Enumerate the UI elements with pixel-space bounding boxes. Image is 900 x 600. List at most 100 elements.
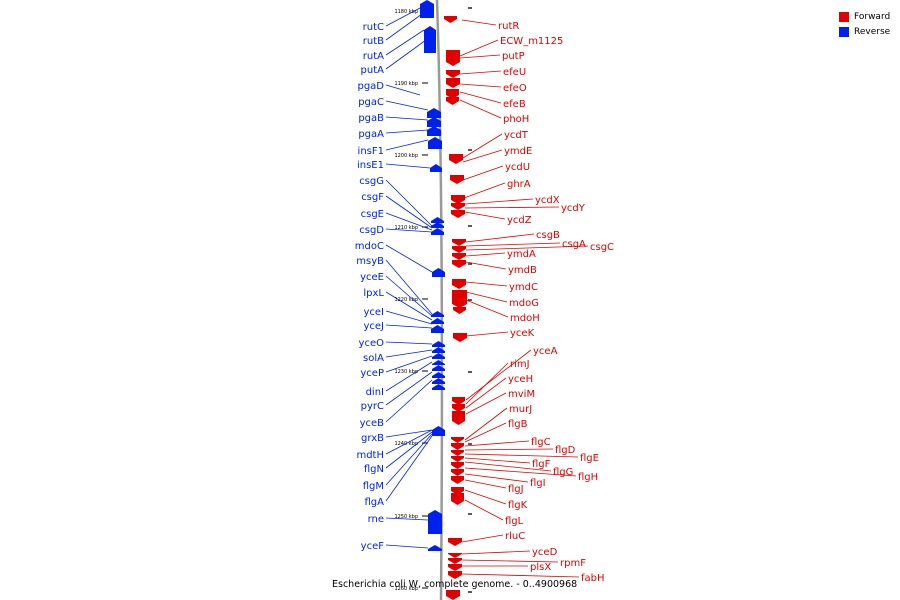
reverse-leader-line [385, 29, 425, 56]
forward-gene-feature [451, 476, 464, 484]
forward-gene-label: flgH [578, 472, 598, 483]
forward-leader-line [463, 182, 506, 199]
legend-label-reverse: Reverse [854, 26, 891, 37]
reverse-leader-line [385, 435, 433, 502]
forward-leader-line [459, 91, 502, 104]
reverse-gene-label: yceP [360, 368, 384, 379]
reverse-gene-label: solA [363, 353, 384, 364]
forward-gene-feature [452, 239, 466, 246]
forward-gene-label: ymdC [509, 282, 538, 293]
forward-leader-line [465, 261, 507, 270]
reverse-leader-line [385, 275, 433, 317]
forward-gene-label: csgA [562, 239, 586, 250]
forward-gene-label: flgK [508, 500, 528, 511]
legend-item-forward: Forward [839, 9, 890, 24]
forward-leader-line [465, 245, 589, 251]
forward-gene-feature [452, 253, 466, 260]
forward-gene-label: phoH [503, 114, 529, 125]
legend-item-reverse: Reverse [839, 24, 890, 39]
forward-leader-line [459, 83, 502, 88]
reverse-gene-feature [431, 325, 444, 333]
reverse-gene-label: pgaD [357, 81, 384, 92]
forward-leader-line [461, 550, 531, 555]
reverse-leader-line [385, 379, 433, 423]
forward-leader-line [464, 489, 507, 505]
forward-gene-label: yceK [510, 328, 535, 339]
forward-gene-label: yceA [533, 346, 558, 357]
reverse-leader-line [385, 100, 429, 111]
forward-gene-feature [446, 50, 460, 66]
reverse-leader-line [385, 139, 429, 151]
reverse-gene-feature [432, 341, 445, 347]
forward-leader-line [464, 461, 552, 472]
forward-leader-line [464, 211, 506, 220]
forward-gene-label: flgE [580, 453, 599, 464]
forward-gene-label: plsX [530, 562, 551, 573]
forward-leader-line [459, 99, 502, 119]
reverse-gene-feature [431, 222, 444, 228]
forward-gene-label: efeB [503, 99, 526, 110]
reverse-swatch [839, 26, 849, 37]
forward-leader-line [464, 479, 507, 489]
reverse-leader-line [385, 517, 429, 521]
reverse-leader-line [385, 228, 433, 233]
forward-gene-feature [448, 558, 462, 564]
reverse-gene-feature [427, 108, 441, 118]
reverse-gene-label: insE1 [357, 160, 384, 171]
reverse-gene-label: grxB [361, 433, 384, 444]
forward-gene-feature [451, 493, 464, 505]
forward-gene-label: efeU [503, 67, 526, 78]
forward-gene-feature [448, 538, 462, 546]
reverse-gene-feature [431, 311, 444, 317]
genome-backbone [435, 0, 444, 600]
forward-leader-line [462, 133, 503, 159]
reverse-leader-line [385, 341, 433, 345]
reverse-gene-label: yceO [359, 338, 385, 349]
forward-gene-label: ycdZ [507, 215, 532, 226]
scale-tick-label: 1240 kbp [394, 441, 418, 447]
forward-leader-line [464, 198, 534, 205]
reverse-gene-feature [424, 26, 436, 53]
forward-leader-line [462, 165, 504, 181]
forward-gene-feature [451, 469, 464, 476]
forward-leader-line [464, 206, 560, 209]
reverse-gene-label: mdtH [356, 450, 384, 461]
forward-gene-feature [451, 462, 464, 469]
forward-gene-label: ycdX [535, 195, 560, 206]
reverse-leader-line [385, 371, 433, 406]
forward-gene-label: flgC [531, 437, 551, 448]
forward-gene-feature [451, 443, 464, 450]
reverse-gene-feature [428, 545, 442, 551]
reverse-gene-label: pgaA [358, 129, 384, 140]
reverse-leader-line [385, 310, 433, 325]
forward-leader-line [465, 299, 509, 318]
forward-gene-feature [451, 450, 464, 456]
reverse-gene-label: rne [368, 514, 384, 525]
forward-leader-line [465, 392, 507, 415]
reverse-leader-line [385, 195, 433, 229]
forward-gene-feature [451, 210, 465, 218]
reverse-leader-line [385, 544, 429, 549]
reverse-gene-label: yceI [363, 307, 384, 318]
forward-gene-label: csgB [536, 230, 560, 241]
reverse-gene-label: lpxL [363, 288, 384, 299]
reverse-gene-feature [432, 353, 445, 359]
reverse-features [420, 0, 445, 551]
reverse-gene-feature [431, 217, 444, 223]
forward-gene-feature [446, 590, 460, 600]
forward-leader-line [465, 377, 507, 409]
forward-gene-label: yceH [508, 374, 533, 385]
forward-leader-line [464, 407, 508, 441]
reverse-gene-label: yceJ [363, 321, 384, 332]
forward-gene-feature [453, 333, 467, 342]
reverse-gene-label: csgF [361, 192, 384, 203]
forward-leader-line [464, 448, 554, 451]
forward-gene-label: rpmF [560, 558, 586, 569]
reverse-gene-label: rutA [363, 51, 384, 62]
reverse-leader-line [385, 431, 433, 469]
reverse-gene-feature [432, 347, 445, 353]
reverse-gene-label: yceE [360, 272, 384, 283]
forward-gene-feature [450, 175, 464, 184]
forward-swatch [839, 11, 849, 22]
reverse-gene-label: yceB [360, 418, 385, 429]
